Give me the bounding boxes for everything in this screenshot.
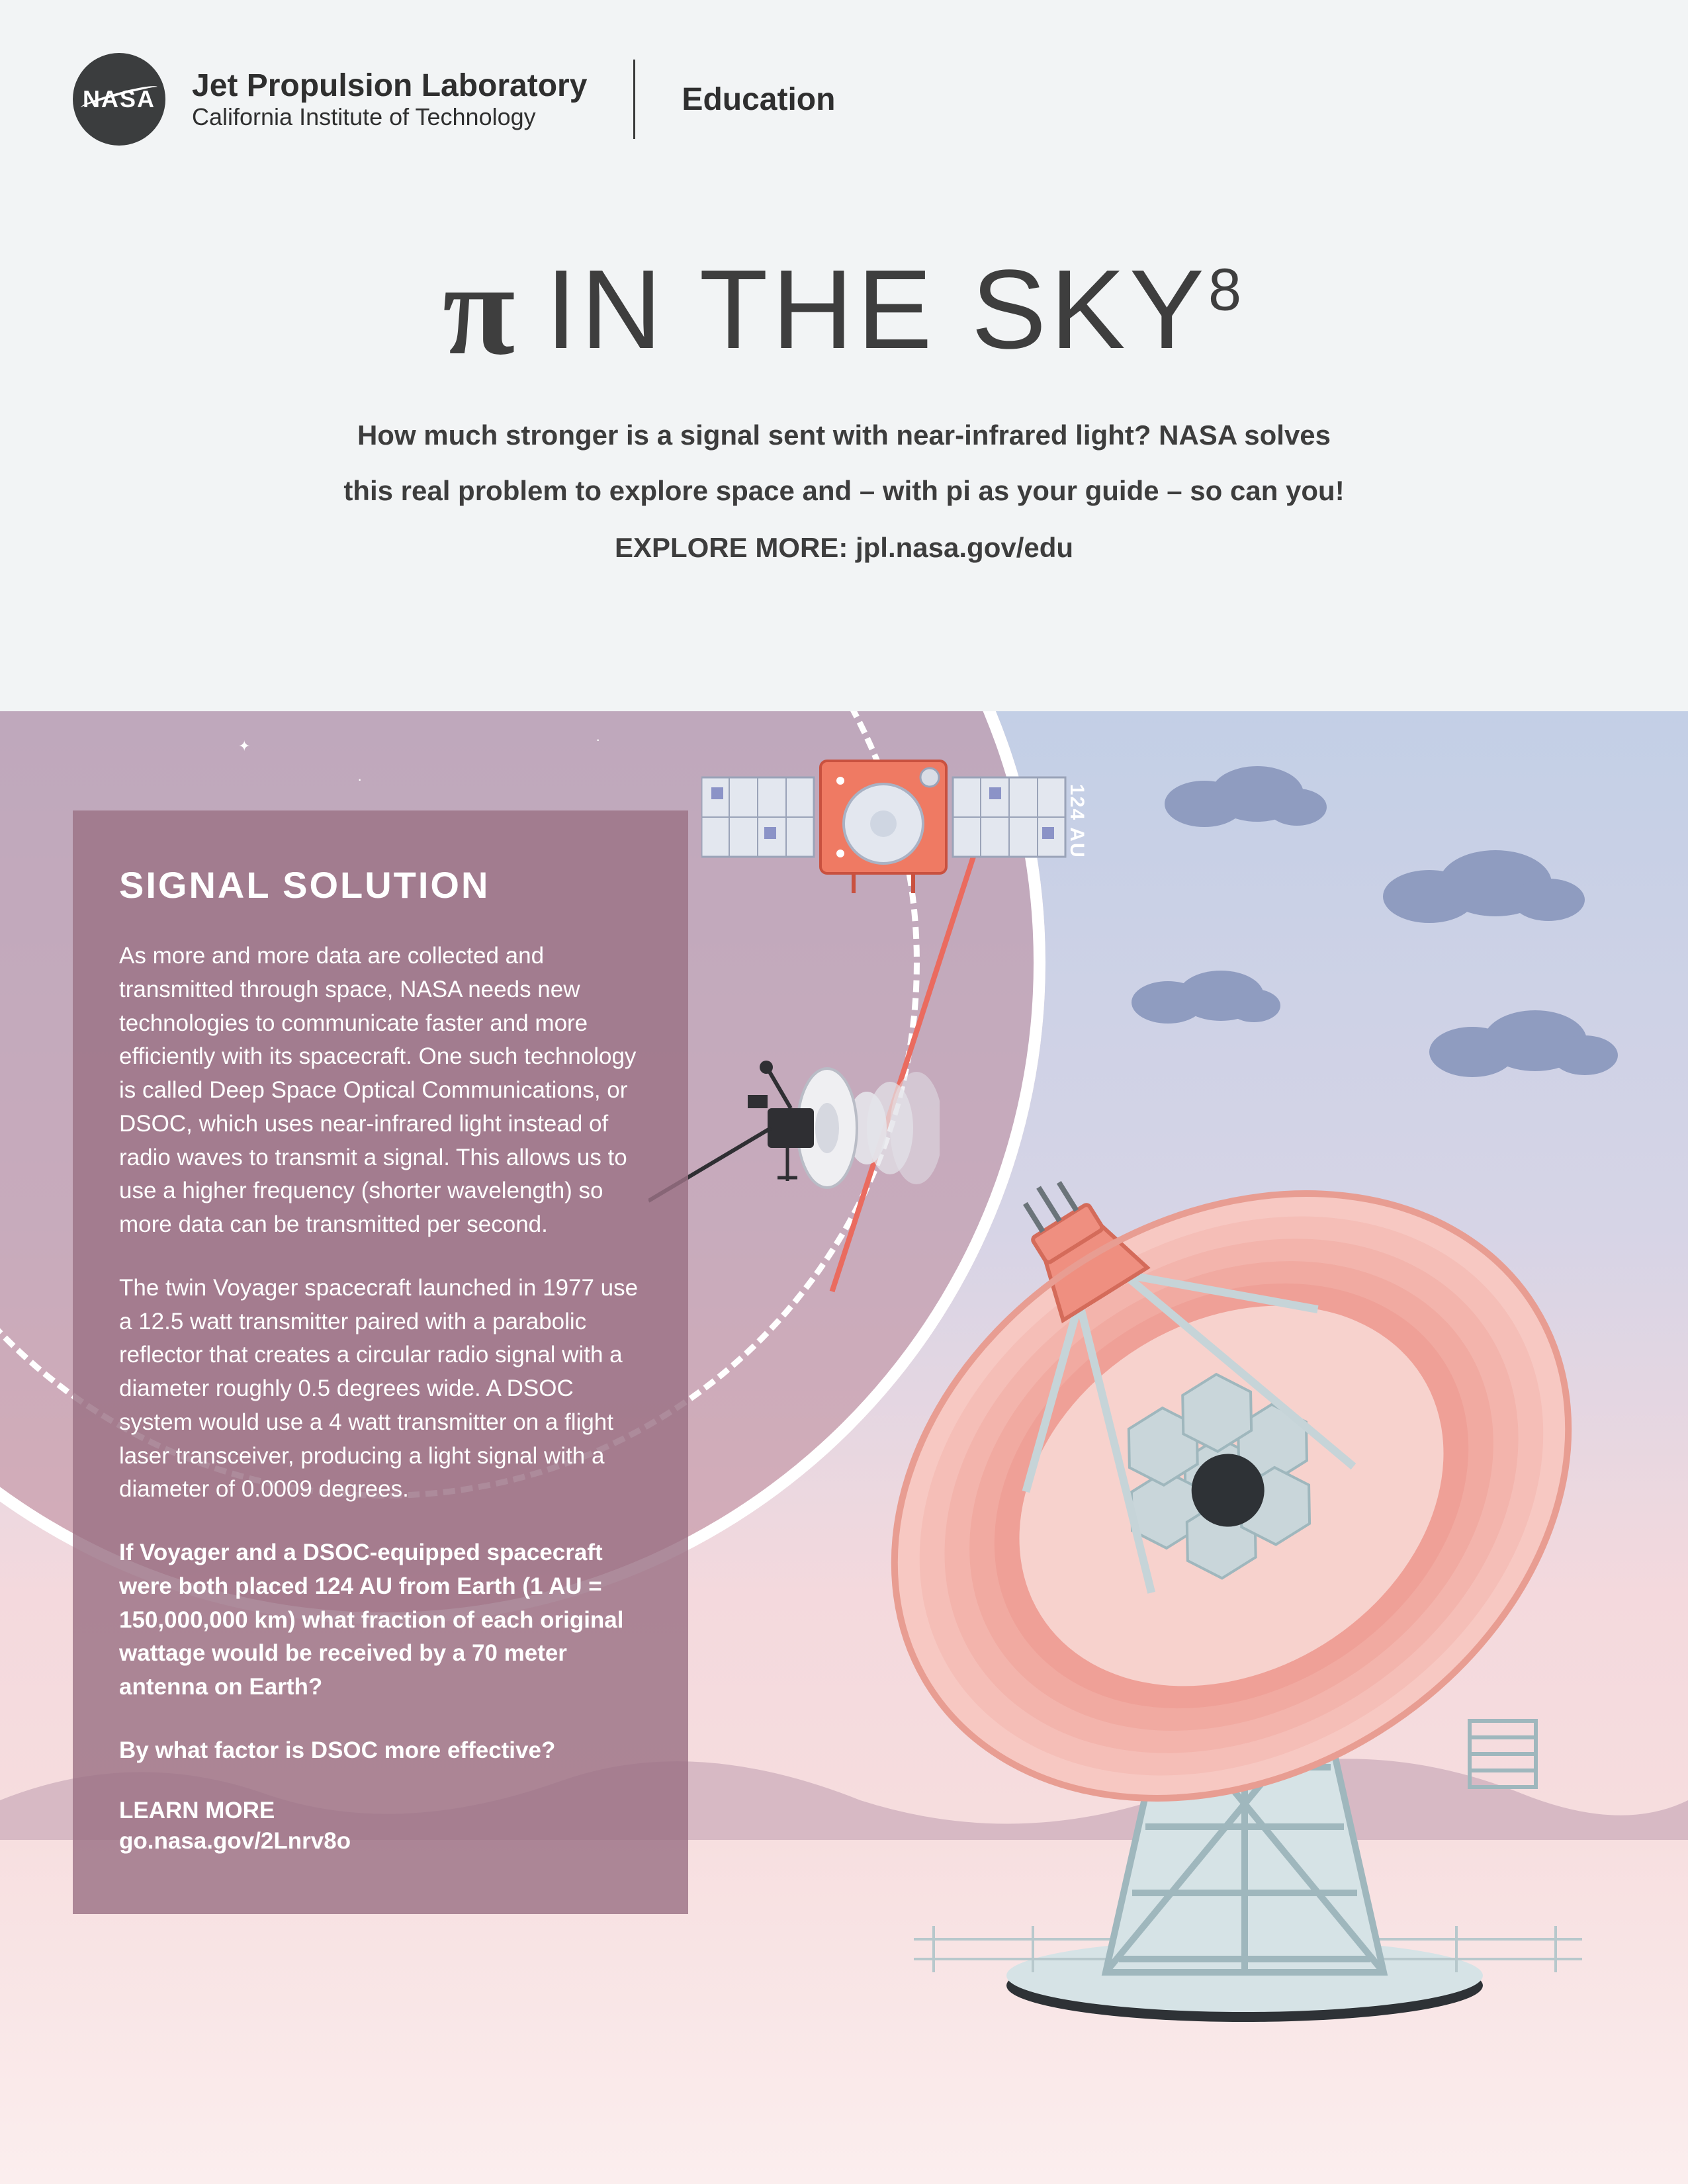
star-icon: · bbox=[596, 731, 600, 748]
title-block: π IN THE SKY8 How much stronger is a sig… bbox=[0, 245, 1688, 564]
star-icon: · bbox=[357, 771, 362, 788]
jpl-title: Jet Propulsion Laboratory bbox=[192, 69, 587, 104]
cloud-icon bbox=[1158, 758, 1330, 830]
cloud-icon bbox=[1376, 844, 1588, 930]
title-text: IN THE SKY8 bbox=[545, 245, 1245, 374]
nasa-logo-icon: NASA bbox=[73, 53, 165, 146]
learn-more-url: go.nasa.gov/2Lnrv8o bbox=[119, 1828, 642, 1855]
jpl-subtitle: California Institute of Technology bbox=[192, 104, 587, 130]
jpl-block: Jet Propulsion Laboratory California Ins… bbox=[192, 69, 587, 130]
panel-heading: SIGNAL SOLUTION bbox=[119, 863, 642, 906]
panel-paragraph-2: The twin Voyager spacecraft launched in … bbox=[119, 1272, 642, 1507]
star-icon: ✦ bbox=[238, 738, 250, 755]
dsoc-spacecraft-icon bbox=[701, 724, 1072, 923]
panel-paragraph-1: As more and more data are collected and … bbox=[119, 939, 642, 1242]
header-divider bbox=[633, 60, 635, 139]
header: NASA Jet Propulsion Laboratory Californi… bbox=[0, 0, 1688, 172]
cloud-icon bbox=[1423, 1002, 1621, 1082]
panel-question-2: By what factor is DSOC more effective? bbox=[119, 1734, 642, 1768]
nasa-logo-text: NASA bbox=[83, 85, 155, 113]
explore-more: EXPLORE MORE: jpl.nasa.gov/edu bbox=[0, 532, 1688, 564]
ground-antenna-icon bbox=[834, 1125, 1628, 2052]
pi-symbol: π bbox=[443, 257, 519, 363]
main-title: π IN THE SKY8 bbox=[443, 245, 1245, 374]
subtitle: How much stronger is a signal sent with … bbox=[216, 408, 1473, 519]
panel-question-1: If Voyager and a DSOC-equipped spacecraf… bbox=[119, 1536, 642, 1704]
education-label: Education bbox=[682, 81, 835, 118]
learn-more-label: LEARN MORE bbox=[119, 1798, 642, 1824]
title-superscript: 8 bbox=[1208, 257, 1245, 323]
illustration: ✦ · · 124 AU bbox=[0, 711, 1688, 2184]
info-panel: SIGNAL SOLUTION As more and more data ar… bbox=[73, 810, 688, 1914]
